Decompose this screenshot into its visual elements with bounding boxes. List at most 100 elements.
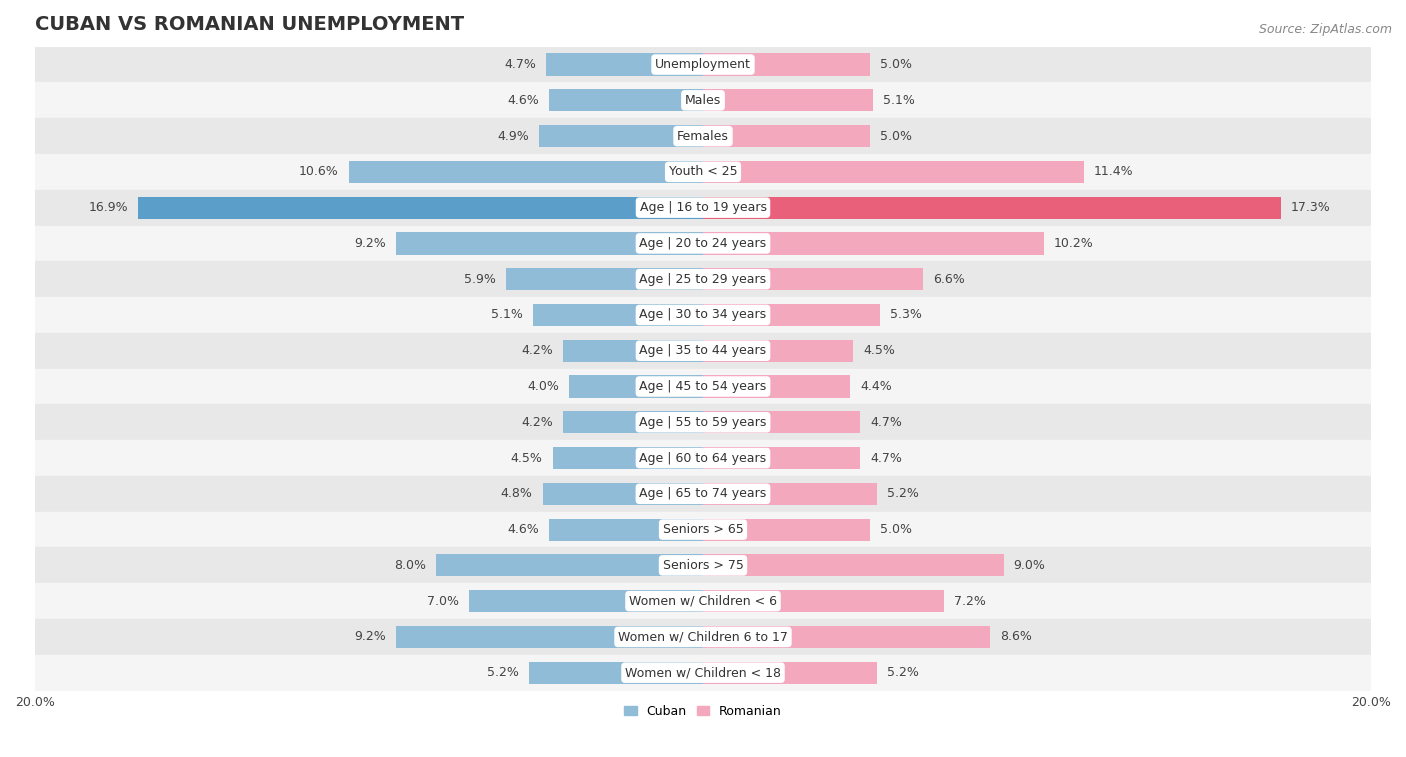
Bar	[703, 160, 1084, 183]
Text: 4.7%: 4.7%	[505, 58, 536, 71]
Bar	[553, 447, 703, 469]
Bar	[35, 47, 1371, 83]
Bar	[35, 655, 1371, 690]
Text: 5.0%: 5.0%	[880, 523, 912, 536]
Bar	[562, 340, 703, 362]
Bar	[529, 662, 703, 684]
Bar	[35, 619, 1371, 655]
Text: 4.7%: 4.7%	[870, 416, 901, 428]
Text: 4.4%: 4.4%	[860, 380, 891, 393]
Text: 9.2%: 9.2%	[354, 237, 385, 250]
Bar	[569, 375, 703, 397]
Bar	[543, 483, 703, 505]
Bar	[35, 118, 1371, 154]
Text: CUBAN VS ROMANIAN UNEMPLOYMENT: CUBAN VS ROMANIAN UNEMPLOYMENT	[35, 15, 464, 34]
Bar	[703, 125, 870, 147]
Bar	[533, 304, 703, 326]
Text: Age | 30 to 34 years: Age | 30 to 34 years	[640, 308, 766, 322]
Bar	[703, 375, 851, 397]
Bar	[35, 440, 1371, 476]
Text: 5.2%: 5.2%	[488, 666, 519, 679]
Text: 4.5%: 4.5%	[863, 344, 896, 357]
Text: Age | 25 to 29 years: Age | 25 to 29 years	[640, 273, 766, 285]
Bar	[35, 476, 1371, 512]
Text: Women w/ Children 6 to 17: Women w/ Children 6 to 17	[619, 631, 787, 643]
Text: Source: ZipAtlas.com: Source: ZipAtlas.com	[1258, 23, 1392, 36]
Bar	[703, 447, 860, 469]
Text: Seniors > 65: Seniors > 65	[662, 523, 744, 536]
Bar	[436, 554, 703, 576]
Text: 5.0%: 5.0%	[880, 58, 912, 71]
Text: Age | 16 to 19 years: Age | 16 to 19 years	[640, 201, 766, 214]
Text: 4.6%: 4.6%	[508, 523, 540, 536]
Text: Women w/ Children < 6: Women w/ Children < 6	[628, 595, 778, 608]
Text: 8.0%: 8.0%	[394, 559, 426, 572]
Bar	[703, 483, 877, 505]
Bar	[703, 304, 880, 326]
Bar	[703, 197, 1281, 219]
Bar	[703, 54, 870, 76]
Text: 4.8%: 4.8%	[501, 488, 533, 500]
Bar	[540, 125, 703, 147]
Bar	[506, 268, 703, 290]
Text: 5.3%: 5.3%	[890, 308, 922, 322]
Bar	[546, 54, 703, 76]
Bar	[703, 340, 853, 362]
Bar	[550, 519, 703, 540]
Bar	[35, 83, 1371, 118]
Bar	[35, 512, 1371, 547]
Text: Females: Females	[678, 129, 728, 142]
Text: 16.9%: 16.9%	[89, 201, 128, 214]
Text: 11.4%: 11.4%	[1094, 165, 1133, 179]
Text: 7.0%: 7.0%	[427, 595, 460, 608]
Text: Age | 55 to 59 years: Age | 55 to 59 years	[640, 416, 766, 428]
Bar	[703, 519, 870, 540]
Bar	[703, 662, 877, 684]
Bar	[703, 232, 1043, 254]
Bar	[395, 232, 703, 254]
Bar	[562, 411, 703, 433]
Text: 10.2%: 10.2%	[1053, 237, 1094, 250]
Bar	[35, 226, 1371, 261]
Text: Youth < 25: Youth < 25	[669, 165, 737, 179]
Bar	[703, 268, 924, 290]
Bar	[349, 160, 703, 183]
Text: 7.2%: 7.2%	[953, 595, 986, 608]
Bar	[35, 333, 1371, 369]
Text: Age | 35 to 44 years: Age | 35 to 44 years	[640, 344, 766, 357]
Text: 4.0%: 4.0%	[527, 380, 560, 393]
Bar	[703, 411, 860, 433]
Text: Age | 60 to 64 years: Age | 60 to 64 years	[640, 451, 766, 465]
Bar	[395, 626, 703, 648]
Bar	[550, 89, 703, 111]
Bar	[35, 297, 1371, 333]
Text: 5.1%: 5.1%	[883, 94, 915, 107]
Bar	[703, 89, 873, 111]
Text: 9.2%: 9.2%	[354, 631, 385, 643]
Text: 6.6%: 6.6%	[934, 273, 966, 285]
Bar	[703, 626, 990, 648]
Text: Age | 65 to 74 years: Age | 65 to 74 years	[640, 488, 766, 500]
Bar	[703, 554, 1004, 576]
Text: 5.2%: 5.2%	[887, 488, 918, 500]
Text: 5.2%: 5.2%	[887, 666, 918, 679]
Bar	[35, 547, 1371, 583]
Text: 4.7%: 4.7%	[870, 451, 901, 465]
Text: Women w/ Children < 18: Women w/ Children < 18	[626, 666, 780, 679]
Bar	[35, 583, 1371, 619]
Bar	[35, 404, 1371, 440]
Text: 10.6%: 10.6%	[299, 165, 339, 179]
Text: 4.2%: 4.2%	[522, 416, 553, 428]
Text: 9.0%: 9.0%	[1014, 559, 1046, 572]
Bar	[138, 197, 703, 219]
Bar	[35, 261, 1371, 297]
Text: Age | 20 to 24 years: Age | 20 to 24 years	[640, 237, 766, 250]
Text: 5.0%: 5.0%	[880, 129, 912, 142]
Text: Age | 45 to 54 years: Age | 45 to 54 years	[640, 380, 766, 393]
Text: 4.9%: 4.9%	[498, 129, 529, 142]
Text: 8.6%: 8.6%	[1000, 631, 1032, 643]
Bar	[35, 369, 1371, 404]
Text: 4.2%: 4.2%	[522, 344, 553, 357]
Bar	[35, 154, 1371, 190]
Text: 4.5%: 4.5%	[510, 451, 543, 465]
